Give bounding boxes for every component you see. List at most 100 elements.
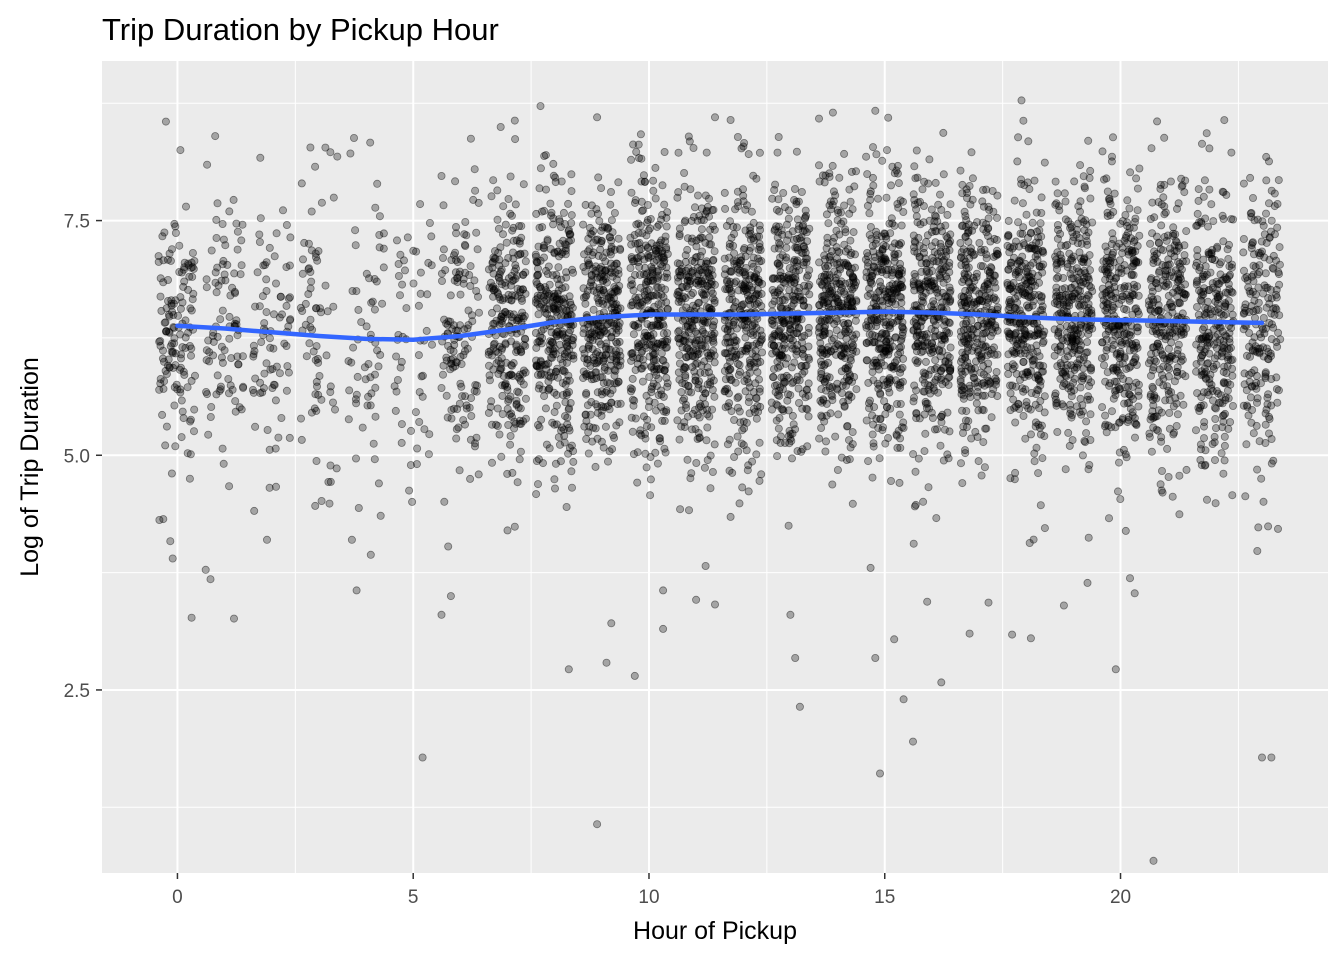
scatter-point	[532, 252, 541, 261]
scatter-point	[535, 184, 544, 193]
scatter-point	[888, 243, 897, 252]
scatter-point	[484, 265, 493, 274]
scatter-point	[862, 356, 871, 365]
scatter-point	[1019, 223, 1028, 232]
scatter-point	[785, 327, 794, 336]
scatter-point	[449, 251, 458, 260]
scatter-point	[1105, 514, 1114, 523]
scatter-point	[533, 270, 542, 279]
scatter-point	[643, 215, 652, 224]
scatter-point	[518, 308, 527, 317]
scatter-point	[444, 542, 453, 551]
scatter-point	[298, 306, 307, 315]
scatter-point	[920, 447, 929, 456]
scatter-point	[535, 423, 544, 432]
scatter-point	[845, 455, 854, 464]
scatter-point	[565, 345, 574, 354]
scatter-point	[630, 230, 639, 239]
scatter-point	[521, 289, 530, 298]
scatter-point	[911, 342, 920, 351]
scatter-point	[851, 316, 860, 325]
scatter-point	[693, 350, 702, 359]
scatter-point	[541, 151, 550, 160]
scatter-point	[721, 285, 730, 294]
scatter-point	[958, 354, 967, 363]
scatter-point	[1024, 137, 1033, 146]
scatter-point	[414, 301, 423, 310]
scatter-point	[306, 143, 315, 152]
scatter-point	[376, 511, 385, 520]
scatter-point	[467, 394, 476, 403]
scatter-point	[162, 422, 171, 431]
scatter-point	[503, 385, 512, 394]
scatter-point	[507, 211, 516, 220]
scatter-point	[984, 365, 993, 374]
scatter-point	[778, 314, 787, 323]
scatter-point	[301, 320, 310, 329]
scatter-point	[551, 178, 560, 187]
scatter-point	[959, 422, 968, 431]
scatter-point	[744, 487, 753, 496]
scatter-point	[584, 260, 593, 269]
scatter-point	[956, 166, 965, 175]
scatter-point	[560, 294, 569, 303]
scatter-point	[592, 359, 601, 368]
scatter-point	[884, 344, 893, 353]
scatter-point	[492, 304, 501, 313]
scatter-point	[1066, 220, 1075, 229]
scatter-point	[629, 330, 638, 339]
scatter-point	[910, 162, 919, 171]
scatter-point	[499, 202, 508, 211]
scatter-point	[1037, 232, 1046, 241]
scatter-point	[230, 289, 239, 298]
scatter-point	[965, 362, 974, 371]
scatter-point	[602, 351, 611, 360]
scatter-point	[532, 258, 541, 267]
scatter-point	[613, 286, 622, 295]
scatter-point	[935, 346, 944, 355]
scatter-point	[563, 420, 572, 429]
scatter-point	[172, 380, 181, 389]
scatter-point	[447, 405, 456, 414]
scatter-point	[579, 373, 588, 382]
scatter-point	[633, 339, 642, 348]
scatter-point	[171, 361, 180, 370]
scatter-point	[1006, 389, 1015, 398]
scatter-point	[454, 423, 463, 432]
scatter-point	[831, 191, 840, 200]
scatter-point	[515, 419, 524, 428]
scatter-point	[1084, 308, 1093, 317]
scatter-point	[231, 397, 240, 406]
scatter-point	[600, 363, 609, 372]
scatter-point	[438, 253, 447, 262]
scatter-point	[599, 299, 608, 308]
scatter-point	[584, 428, 593, 437]
scatter-point	[329, 193, 338, 202]
scatter-point	[491, 284, 500, 293]
scatter-point	[474, 470, 483, 479]
scatter-point	[1055, 202, 1064, 211]
scatter-point	[681, 216, 690, 225]
scatter-point	[285, 293, 294, 302]
scatter-point	[740, 268, 749, 277]
scatter-point	[982, 424, 991, 433]
scatter-point	[731, 205, 740, 214]
scatter-point	[501, 339, 510, 348]
scatter-point	[614, 265, 623, 274]
scatter-point	[498, 410, 507, 419]
scatter-point	[286, 233, 295, 242]
scatter-point	[537, 327, 546, 336]
scatter-point	[703, 456, 712, 465]
scatter-point	[535, 337, 544, 346]
scatter-point	[514, 403, 523, 412]
scatter-point	[502, 358, 511, 367]
scatter-point	[176, 388, 185, 397]
scatter-point	[561, 380, 570, 389]
scatter-point	[352, 390, 361, 399]
scatter-point	[1079, 371, 1088, 380]
scatter-point	[314, 358, 323, 367]
scatter-point	[1069, 252, 1078, 261]
scatter-point	[565, 229, 574, 238]
scatter-point	[744, 341, 753, 350]
scatter-point	[392, 387, 401, 396]
